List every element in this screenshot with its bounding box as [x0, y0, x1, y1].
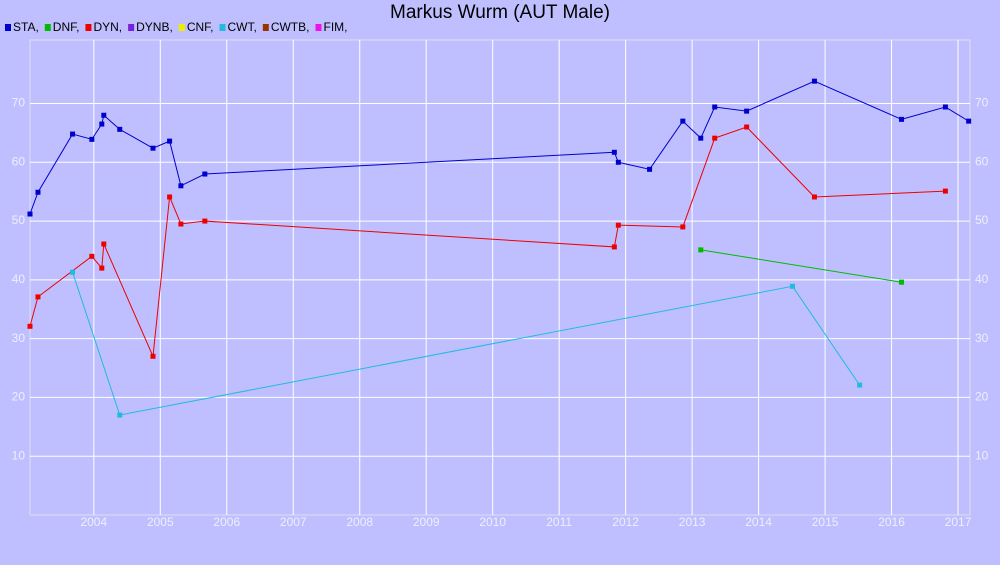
- data-point: [712, 135, 718, 141]
- data-point: [99, 121, 105, 127]
- data-point: [101, 112, 107, 118]
- y-tick-label-right: 70: [975, 96, 989, 110]
- x-tick-label: 2016: [878, 515, 905, 529]
- data-point: [35, 189, 41, 195]
- data-point: [615, 222, 621, 228]
- x-tick-label: 2009: [413, 515, 440, 529]
- legend-swatch: [85, 24, 92, 31]
- legend-label: STA,: [13, 20, 39, 34]
- data-point: [35, 294, 41, 300]
- data-point: [99, 265, 105, 271]
- legend-label: DYNB,: [136, 20, 173, 34]
- x-tick-label: 2014: [745, 515, 772, 529]
- y-tick-label: 60: [12, 154, 26, 168]
- y-tick-label-right: 40: [975, 272, 989, 286]
- y-tick-label: 20: [12, 390, 26, 404]
- data-point: [942, 188, 948, 194]
- data-point: [117, 412, 123, 418]
- legend-label: CWTB,: [271, 20, 310, 34]
- data-point: [611, 149, 617, 155]
- y-tick-label: 30: [12, 331, 26, 345]
- data-point: [70, 269, 76, 275]
- x-tick-label: 2012: [612, 515, 639, 529]
- x-tick-label: 2010: [479, 515, 506, 529]
- data-point: [27, 323, 33, 329]
- data-point: [857, 382, 863, 388]
- data-point: [178, 183, 184, 189]
- y-tick-label-right: 50: [975, 213, 989, 227]
- x-tick-label: 2013: [679, 515, 706, 529]
- y-tick-label: 70: [12, 96, 26, 110]
- x-tick-label: 2007: [280, 515, 307, 529]
- data-point: [27, 211, 33, 217]
- data-point: [698, 247, 704, 253]
- data-point: [202, 218, 208, 224]
- x-tick-label: 2004: [80, 515, 107, 529]
- data-point: [744, 108, 750, 114]
- x-tick-label: 2005: [147, 515, 174, 529]
- x-tick-label: 2015: [812, 515, 839, 529]
- y-tick-label-right: 20: [975, 390, 989, 404]
- legend-swatch: [219, 24, 226, 31]
- legend-swatch: [315, 24, 322, 31]
- data-point: [899, 116, 905, 122]
- chart-title: Markus Wurm (AUT Male): [390, 2, 610, 23]
- data-point: [89, 253, 95, 259]
- data-point: [680, 224, 686, 230]
- data-point: [178, 221, 184, 227]
- data-point: [150, 353, 156, 359]
- y-tick-label: 10: [12, 448, 26, 462]
- data-point: [790, 283, 796, 289]
- data-point: [680, 118, 686, 124]
- data-point: [611, 244, 617, 250]
- series-line: [29, 126, 946, 359]
- x-tick-label: 2017: [945, 515, 972, 529]
- data-point: [811, 78, 817, 84]
- data-point: [647, 166, 653, 172]
- data-point: [167, 138, 173, 144]
- data-point: [70, 131, 76, 137]
- legend-swatch: [262, 24, 269, 31]
- y-tick-label: 40: [12, 272, 26, 286]
- legend-label: CNF,: [187, 20, 214, 34]
- legend-label: CWT,: [227, 20, 256, 34]
- data-point: [89, 136, 95, 142]
- plot-frame: [29, 39, 971, 516]
- data-point: [101, 241, 107, 247]
- data-point: [811, 194, 817, 200]
- data-point: [202, 171, 208, 177]
- x-tick-label: 2008: [346, 515, 373, 529]
- legend-label: DNF,: [53, 20, 80, 34]
- data-point: [117, 126, 123, 132]
- legend-label: FIM,: [323, 20, 347, 34]
- x-tick-label: 2011: [546, 515, 572, 529]
- data-point: [150, 145, 156, 151]
- data-point: [615, 159, 621, 165]
- data-point: [167, 194, 173, 200]
- series-line: [29, 80, 969, 215]
- y-tick-label: 50: [12, 213, 26, 227]
- data-point: [942, 104, 948, 110]
- y-tick-label-right: 60: [975, 154, 989, 168]
- legend-swatch: [44, 24, 51, 31]
- data-point: [744, 124, 750, 130]
- x-tick-label: 2006: [213, 515, 240, 529]
- series-line: [700, 249, 902, 283]
- y-tick-label-right: 30: [975, 331, 989, 345]
- data-point: [698, 135, 704, 141]
- data-point: [966, 118, 972, 124]
- legend-label: DYN,: [93, 20, 122, 34]
- data-point: [899, 279, 905, 285]
- series-line: [72, 272, 861, 416]
- y-tick-label-right: 10: [975, 448, 989, 462]
- legend-swatch: [178, 24, 185, 31]
- legend-swatch: [5, 24, 11, 31]
- legend-swatch: [128, 24, 135, 31]
- data-point: [712, 104, 718, 110]
